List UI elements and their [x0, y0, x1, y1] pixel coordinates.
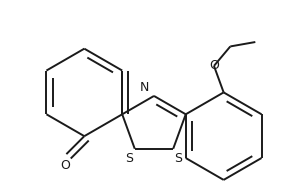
- Text: N: N: [139, 81, 149, 94]
- Text: S: S: [125, 152, 133, 165]
- Text: O: O: [60, 159, 70, 172]
- Text: S: S: [175, 152, 183, 165]
- Text: O: O: [209, 59, 219, 72]
